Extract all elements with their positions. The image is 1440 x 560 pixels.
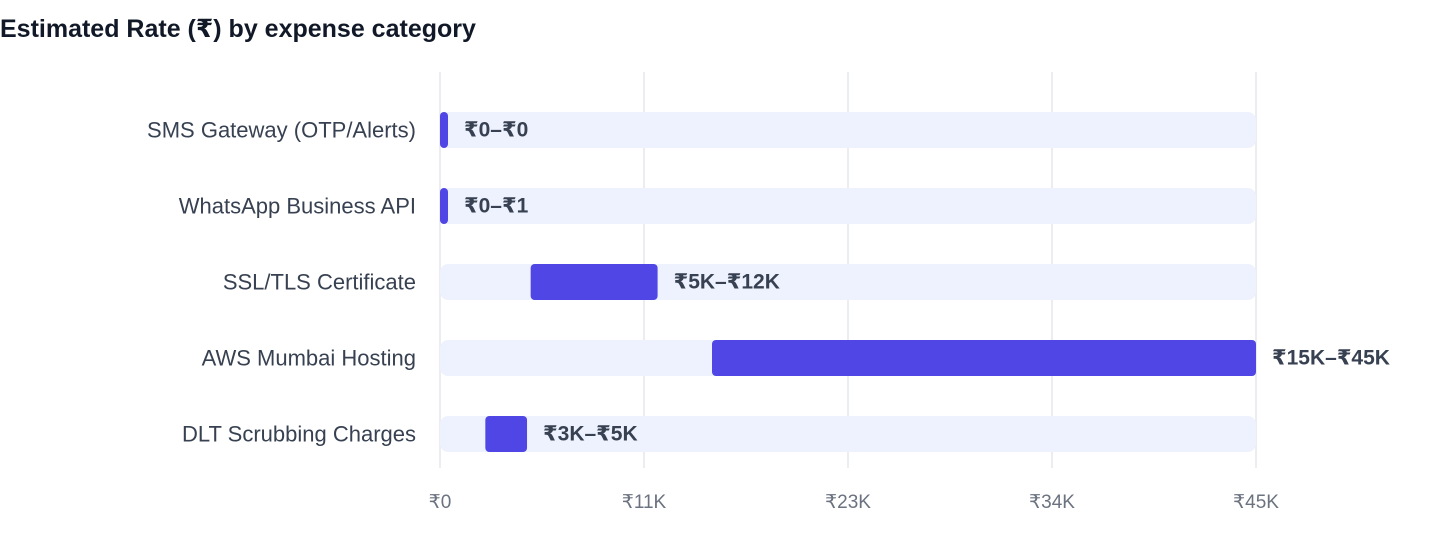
range-bar xyxy=(485,416,528,452)
bar-layer xyxy=(440,112,1256,452)
category-label: SSL/TLS Certificate xyxy=(223,270,416,295)
range-bar xyxy=(440,112,448,148)
range-bar xyxy=(530,264,658,300)
data-labels: ₹0–₹0 ₹0–₹1 ₹5K–₹12K ₹15K–₹45K ₹3K–₹5K xyxy=(464,119,1390,446)
range-data-label: ₹3K–₹5K xyxy=(543,423,638,446)
x-tick-label: ₹45K xyxy=(1233,492,1279,513)
category-label: DLT Scrubbing Charges xyxy=(182,422,416,447)
bar-track xyxy=(440,188,1256,224)
category-label: AWS Mumbai Hosting xyxy=(202,346,416,371)
x-axis-ticks: ₹0 ₹11K ₹23K ₹34K ₹45K xyxy=(429,492,1280,513)
x-tick-label: ₹11K xyxy=(622,492,667,513)
category-label: WhatsApp Business API xyxy=(179,194,416,219)
x-tick-label: ₹0 xyxy=(429,492,452,513)
range-data-label: ₹0–₹0 xyxy=(464,119,528,142)
range-bar xyxy=(440,188,448,224)
bar-track xyxy=(440,416,1256,452)
x-tick-label: ₹23K xyxy=(825,492,871,513)
range-data-label: ₹0–₹1 xyxy=(464,195,529,218)
chart-title: Estimated Rate (₹) by expense category xyxy=(0,15,476,43)
bar-track xyxy=(440,112,1256,148)
range-data-label: ₹5K–₹12K xyxy=(674,271,780,294)
x-tick-label: ₹34K xyxy=(1029,492,1075,513)
category-labels: SMS Gateway (OTP/Alerts) WhatsApp Busines… xyxy=(147,118,416,447)
range-data-label: ₹15K–₹45K xyxy=(1272,347,1390,370)
range-bar xyxy=(712,340,1256,376)
category-label: SMS Gateway (OTP/Alerts) xyxy=(147,118,416,143)
